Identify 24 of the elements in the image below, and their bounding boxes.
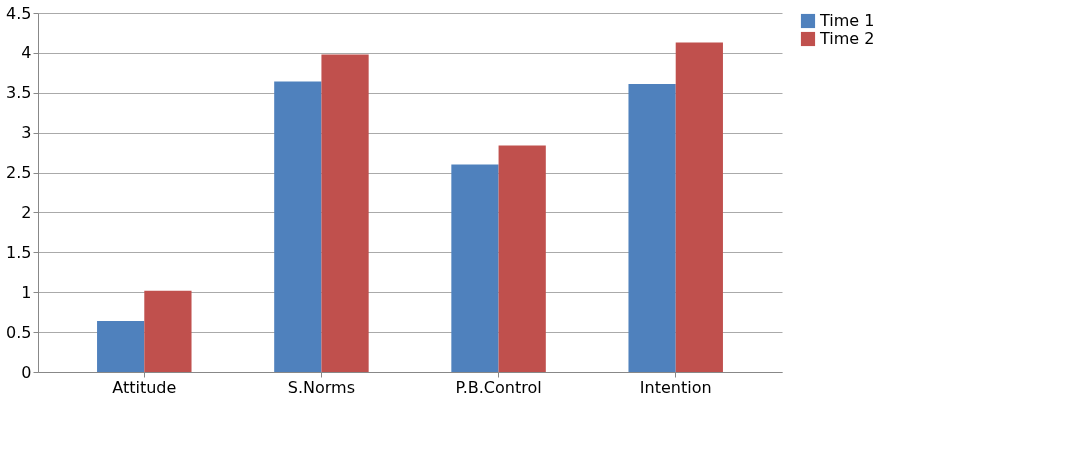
x-tick-label: S.Norms: [287, 377, 356, 397]
y-tick-label: 2.5: [6, 163, 32, 183]
x-tick-label: P.B.Control: [455, 377, 542, 397]
bar: [321, 54, 369, 372]
bar: [675, 42, 723, 372]
y-tick-label: 0.5: [6, 322, 32, 342]
bar: [274, 81, 322, 372]
y-tick-label: 0: [21, 362, 32, 382]
y-tick-label: 4: [21, 43, 32, 63]
legend-label: Time 2: [819, 29, 875, 48]
y-tick-label: 3.5: [6, 83, 32, 103]
bar: [498, 145, 546, 372]
y-tick-label: 3: [21, 123, 32, 143]
legend-label: Time 1: [819, 11, 875, 30]
y-tick-label: 1: [21, 282, 32, 302]
y-tick-label: 1.5: [6, 242, 32, 262]
bar: [97, 320, 145, 372]
bar: [144, 290, 192, 372]
x-tick-label: Intention: [639, 377, 712, 397]
bar: [451, 164, 499, 372]
bar: [628, 84, 676, 372]
y-tick-label: 4.5: [6, 3, 32, 23]
x-tick-label: Attitude: [112, 377, 177, 397]
y-tick-label: 2: [21, 202, 32, 222]
